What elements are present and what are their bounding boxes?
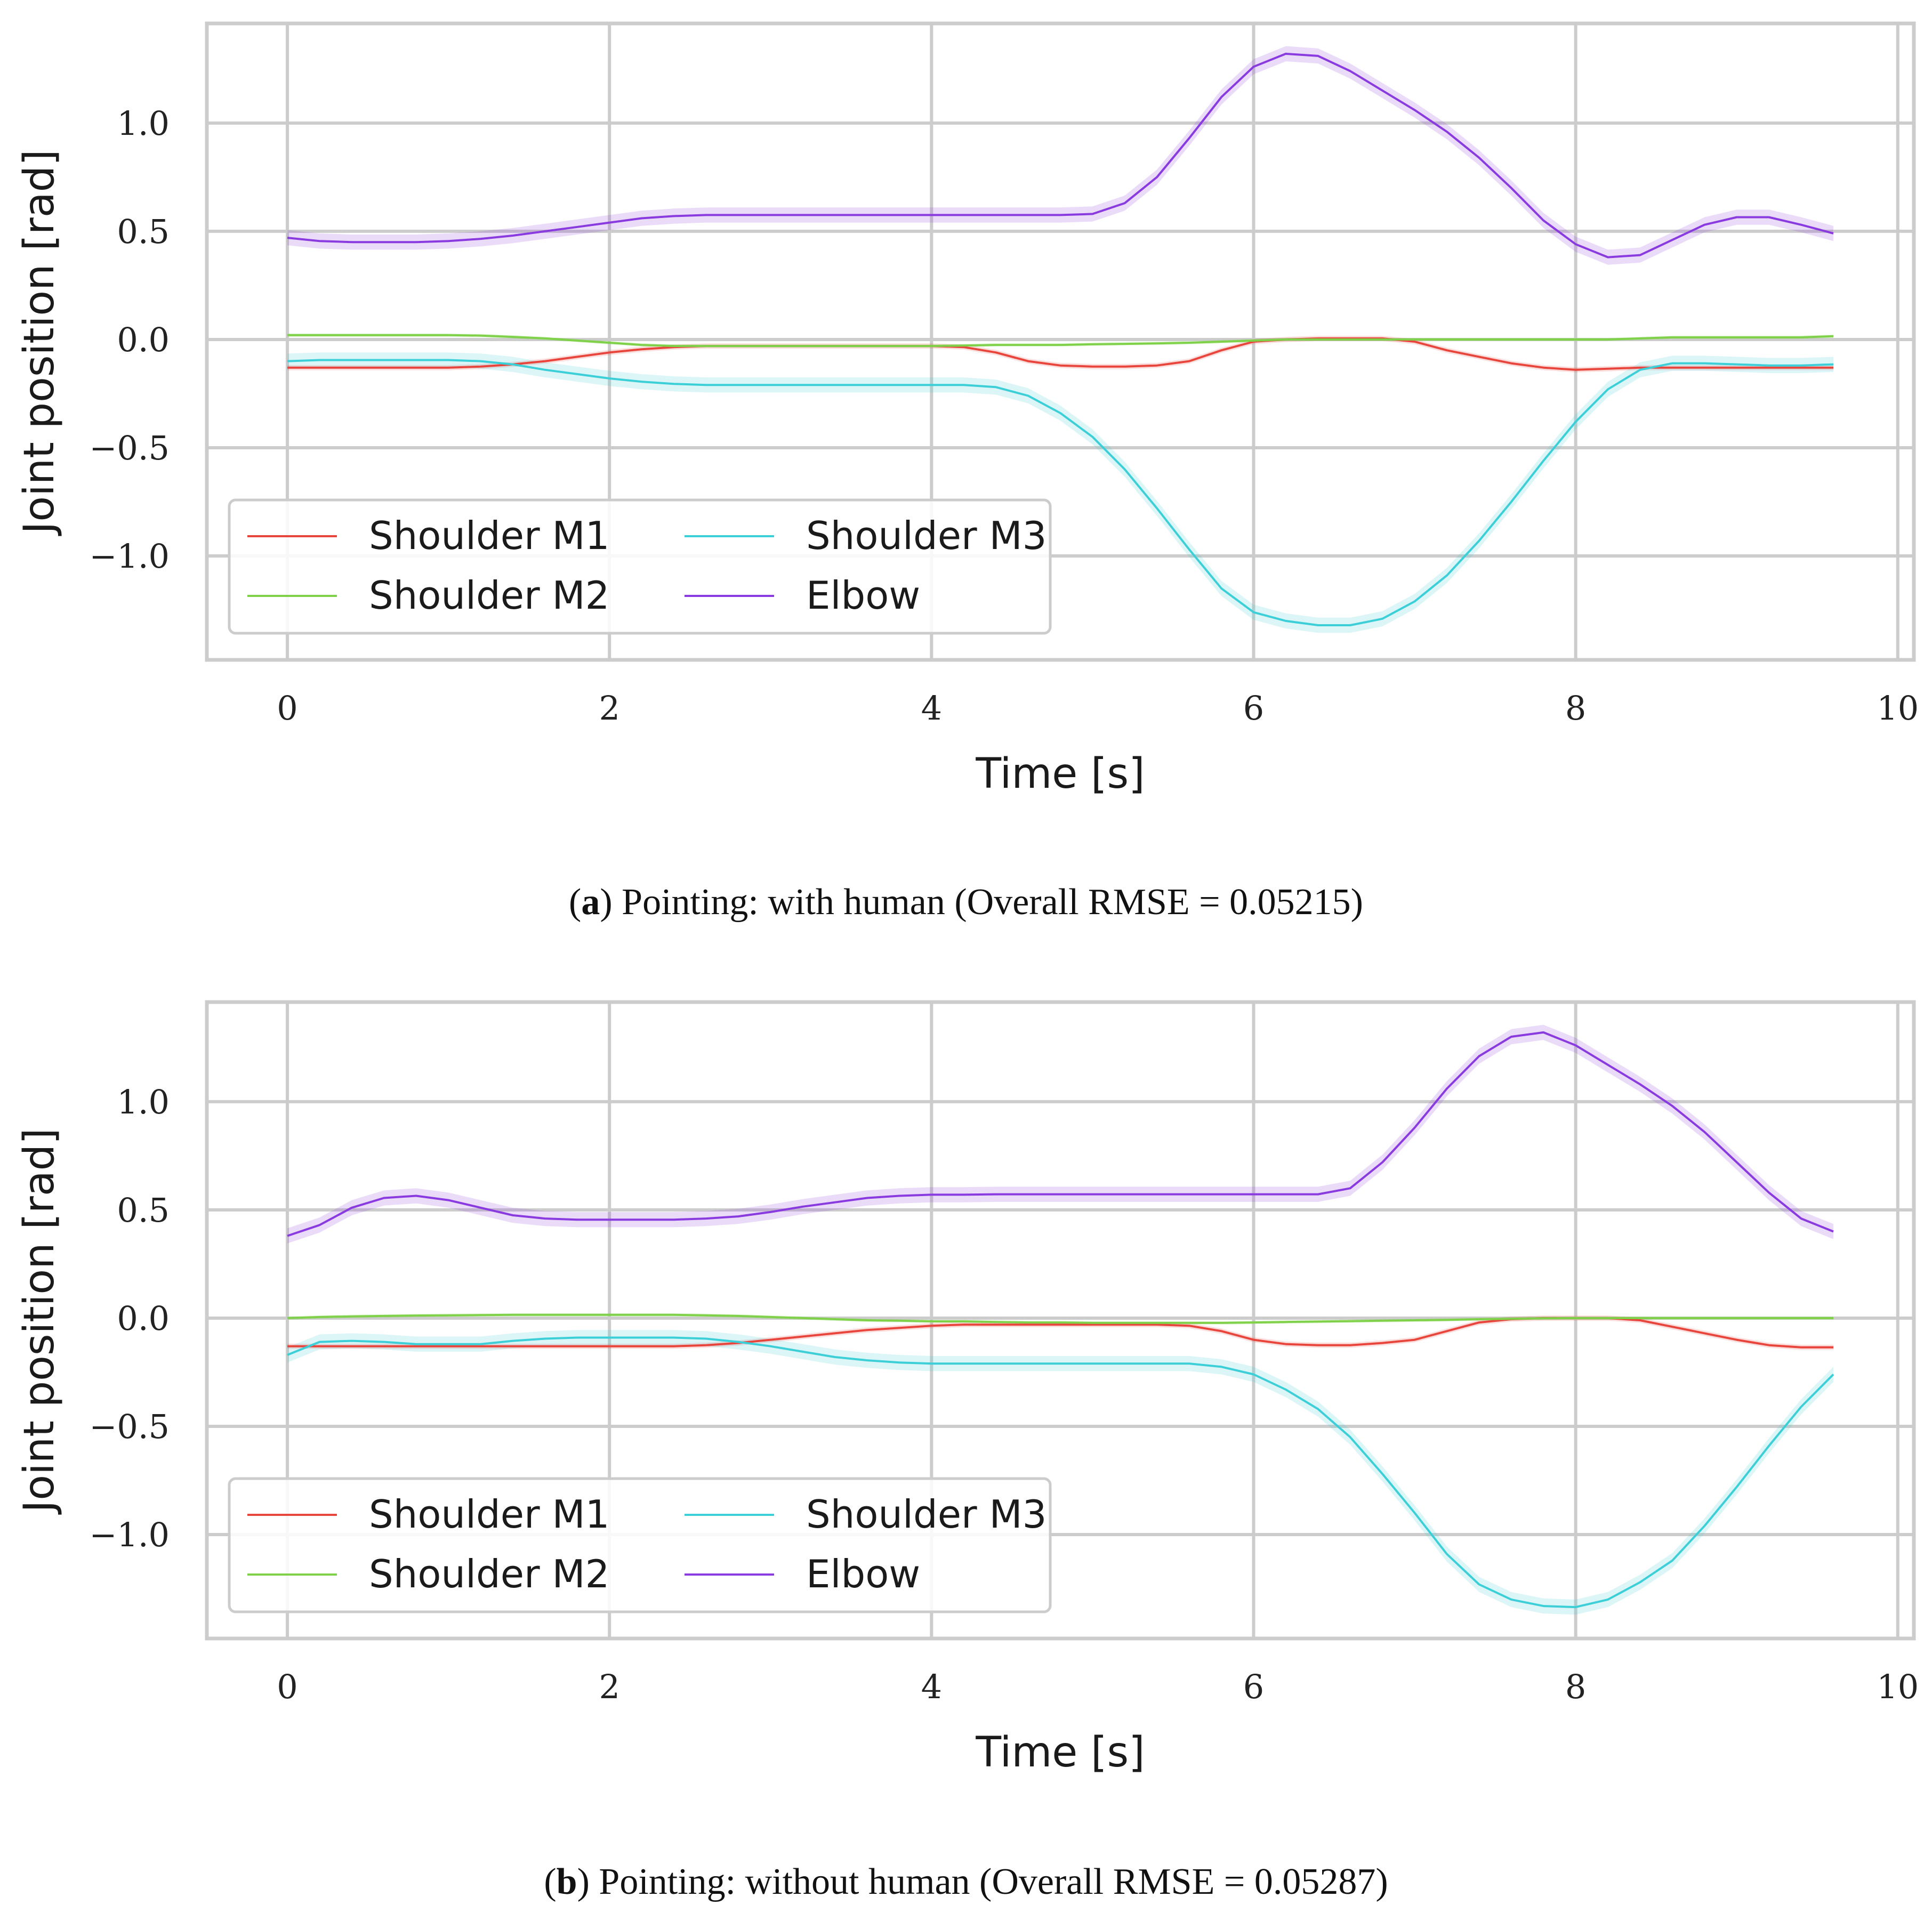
series-line-shoulder-m3 (287, 359, 1834, 626)
x-tick-label: 10 (1877, 1667, 1919, 1706)
y-tick-label: −0.5 (89, 429, 170, 467)
caption-b-text: ) Pointing: without human (Overall RMSE … (577, 1861, 1388, 1902)
caption-a-label: a (581, 882, 600, 923)
legend-label: Shoulder M1 (369, 1492, 609, 1537)
chart-panel-a: 0 2 4 6 8 10 1.0 0.5 0.0 −0.5 −1.0 Time [s] Joint… (15, 21, 1919, 798)
y-axis-label: Joint position [rad] (15, 1128, 63, 1515)
legend-item-shoulder-m2: Shoulder M2 (247, 573, 609, 618)
x-tick-label: 10 (1877, 689, 1919, 728)
legend-box (228, 1477, 1052, 1613)
legend: Shoulder M1 Shoulder M2 Shoulder M3 Elbow (228, 1477, 1052, 1613)
x-tick-label: 8 (1565, 1667, 1586, 1706)
y-tick-label: 0.0 (117, 320, 170, 359)
caption-a-open: ( (569, 882, 581, 923)
legend-item-shoulder-m3: Shoulder M3 (685, 1492, 1046, 1537)
legend-label: Elbow (806, 573, 920, 618)
y-tick-label: 1.0 (117, 1083, 170, 1121)
x-tick-label: 0 (277, 1667, 297, 1706)
y-tick-labels: 1.0 0.5 0.0 −0.5 −1.0 (89, 104, 170, 576)
x-tick-label: 6 (1243, 689, 1264, 728)
legend-item-elbow: Elbow (685, 1552, 920, 1596)
legend-label: Elbow (806, 1552, 920, 1596)
x-tick-label: 6 (1243, 1667, 1264, 1706)
series-line-elbow (287, 1031, 1834, 1237)
y-tick-label: −0.5 (89, 1407, 170, 1446)
legend: Shoulder M1 Shoulder M2 Shoulder M3 Elbow (228, 498, 1052, 635)
y-axis-label: Joint position [rad] (15, 149, 63, 536)
legend-label: Shoulder M3 (806, 513, 1046, 558)
y-tick-labels: 1.0 0.5 0.0 −0.5 −1.0 (89, 1083, 170, 1554)
caption-b-open: ( (544, 1861, 556, 1902)
y-tick-label: 0.5 (117, 1191, 170, 1230)
legend-label: Shoulder M1 (369, 513, 609, 558)
y-tick-label: 0.5 (117, 212, 170, 251)
x-tick-label: 8 (1565, 689, 1586, 728)
series-line-shoulder-m1 (287, 337, 1833, 371)
legend-label: Shoulder M2 (369, 573, 609, 618)
x-tick-label: 2 (599, 1667, 619, 1706)
y-tick-label: −1.0 (89, 1515, 170, 1554)
band-shoulder-m2 (287, 1313, 1833, 1325)
x-tick-labels: 0 2 4 6 8 10 (277, 689, 1919, 728)
legend-item-elbow: Elbow (685, 573, 920, 618)
x-tick-label: 4 (921, 689, 942, 728)
legend-item-shoulder-m1: Shoulder M1 (247, 513, 609, 558)
series-lines (287, 1031, 1834, 1609)
x-axis-label: Time [s] (975, 1729, 1145, 1777)
y-tick-label: 0.0 (117, 1299, 170, 1338)
caption-b: (b) Pointing: without human (Overall RMS… (544, 1861, 1388, 1902)
x-tick-label: 0 (277, 689, 297, 728)
caption-b-label: b (557, 1861, 577, 1902)
y-tick-label: −1.0 (89, 537, 170, 576)
chart-panel-b: 0 2 4 6 8 10 1.0 0.5 0.0 −0.5 −1.0 Time [s] Joint… (15, 1000, 1919, 1777)
band-elbow (287, 1024, 1833, 1244)
x-tick-labels: 0 2 4 6 8 10 (277, 1667, 1919, 1706)
legend-item-shoulder-m1: Shoulder M1 (247, 1492, 609, 1537)
series-line-shoulder-m2 (287, 334, 1834, 348)
series-line-shoulder-m3 (287, 1336, 1834, 1609)
series-line-shoulder-m2 (287, 1313, 1833, 1324)
y-tick-label: 1.0 (117, 104, 170, 143)
x-tick-label: 4 (921, 1667, 942, 1706)
legend-box (228, 498, 1052, 635)
series-lines (287, 52, 1834, 626)
legend-item-shoulder-m2: Shoulder M2 (247, 1552, 609, 1596)
series-line-elbow (287, 52, 1834, 259)
legend-label: Shoulder M2 (369, 1552, 609, 1596)
caption-a-text: ) Pointing: with human (Overall RMSE = 0… (600, 882, 1363, 923)
legend-label: Shoulder M3 (806, 1492, 1046, 1537)
legend-item-shoulder-m3: Shoulder M3 (685, 513, 1046, 558)
band-shoulder-m3 (287, 352, 1833, 633)
x-axis-label: Time [s] (975, 750, 1145, 798)
x-tick-label: 2 (599, 689, 619, 728)
band-elbow (287, 46, 1833, 265)
caption-a: (a) Pointing: with human (Overall RMSE =… (569, 882, 1363, 923)
